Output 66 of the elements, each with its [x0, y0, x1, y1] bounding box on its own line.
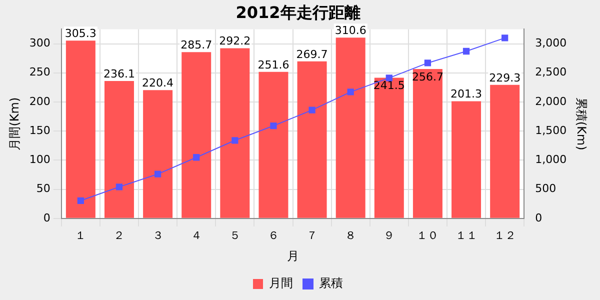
- y2-tick-label: 1,000: [535, 153, 567, 166]
- x-tick-label: ８: [345, 228, 356, 242]
- point: [347, 88, 354, 96]
- bar: [452, 101, 482, 218]
- data-label: 220.4: [142, 76, 174, 90]
- point: [270, 122, 277, 130]
- y-tick-label: 100: [29, 153, 50, 166]
- data-label: 310.6: [334, 24, 366, 37]
- data-label: 269.7: [296, 48, 328, 61]
- y2-tick-label: 2,500: [535, 66, 567, 79]
- bar: [220, 48, 250, 218]
- y-tick-label: 250: [29, 66, 50, 79]
- x-axis-title: 月: [286, 248, 299, 263]
- x-tick-label: ７: [306, 228, 318, 242]
- x-tick-label: １: [75, 228, 86, 242]
- legend-label: 月間: [269, 276, 293, 290]
- data-label: 201.3: [450, 88, 482, 101]
- bar: [66, 40, 96, 218]
- y2-tick-label: 1,500: [535, 124, 567, 137]
- point: [232, 137, 238, 144]
- bar: [490, 84, 520, 218]
- x-tick-label: ９: [384, 228, 395, 242]
- y2-tick-label: 3,000: [535, 36, 567, 50]
- x-tick-label: ２: [114, 228, 125, 242]
- data-label: 229.3: [489, 71, 521, 84]
- point: [308, 106, 316, 114]
- x-tick-label: １２: [494, 228, 516, 242]
- data-label: 285.7: [180, 38, 212, 52]
- y-axis-title: 月間(Km): [7, 97, 22, 150]
- data-label: 251.6: [258, 58, 290, 72]
- chart-title: 2012年走行距離: [236, 2, 360, 22]
- y2-tick-label: 500: [535, 182, 556, 196]
- x-tick-label: ６: [268, 228, 279, 242]
- data-label: 236.1: [103, 67, 135, 80]
- point: [424, 60, 432, 66]
- data-label: 241.5: [373, 79, 405, 92]
- bar: [182, 52, 212, 218]
- legend-label: 累積: [319, 276, 343, 290]
- x-tick-label: ４: [190, 228, 202, 242]
- x-tick-label: ３: [152, 228, 164, 242]
- point: [154, 170, 162, 178]
- y-tick-label: 150: [29, 124, 50, 137]
- point: [502, 34, 508, 42]
- bar: [297, 61, 327, 218]
- bar: [374, 78, 404, 218]
- data-label: 292.2: [219, 34, 251, 48]
- y-tick-label: 0: [43, 211, 50, 224]
- point: [77, 197, 84, 204]
- point: [462, 48, 470, 55]
- y-tick-label: 200: [29, 94, 50, 108]
- y2-tick-label: 2,000: [535, 94, 567, 108]
- y2-tick-label: 0: [535, 211, 542, 224]
- bar: [104, 80, 134, 218]
- x-tick-label: ５: [229, 228, 240, 242]
- point: [193, 154, 200, 161]
- bar: [336, 38, 366, 218]
- x-tick-label: １１: [455, 228, 478, 242]
- data-label: 305.3: [64, 27, 96, 40]
- y-tick-label: 50: [36, 182, 50, 196]
- y-tick-label: 300: [29, 36, 50, 50]
- y2-axis-title: 累積(Km): [574, 97, 589, 150]
- x-tick-label: １０: [416, 228, 439, 242]
- bar: [258, 72, 288, 218]
- bar: [143, 90, 173, 218]
- bar: [412, 68, 442, 218]
- point: [116, 184, 123, 190]
